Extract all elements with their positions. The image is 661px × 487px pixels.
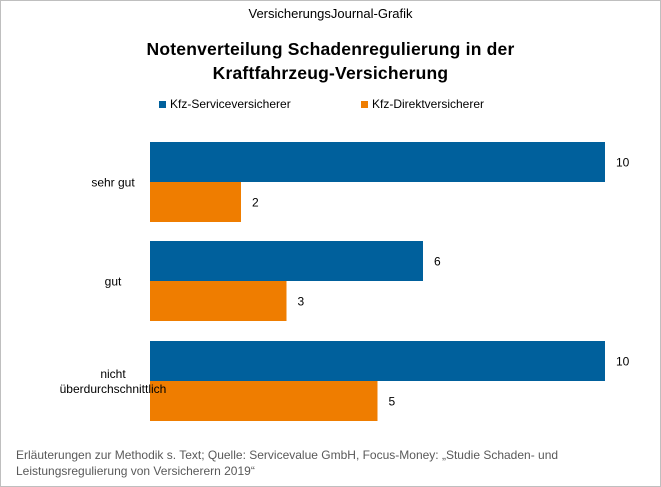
footnote-line-2: Leistungsregulierung von Versicherern 20… xyxy=(16,464,255,478)
bar-serviceversicherer-2 xyxy=(150,341,605,381)
chart-legend: Kfz-Serviceversicherer Kfz-Direktversich… xyxy=(1,96,660,112)
chart-title-line-2: Kraftfahrzeug-Versicherung xyxy=(212,63,449,83)
bar-direktversicherer-2 xyxy=(150,381,378,421)
data-label-serviceversicherer-1: 6 xyxy=(434,255,441,269)
data-label-direktversicherer-1: 3 xyxy=(298,295,305,309)
legend-swatch-serviceversicherer xyxy=(159,100,166,108)
source-line: VersicherungsJournal-Grafik xyxy=(248,6,413,21)
footnote: Erläuterungen zur Methodik s. Text; Quel… xyxy=(16,447,646,479)
legend-item-serviceversicherer: Kfz-Serviceversicherer xyxy=(159,96,291,112)
chart-title-line-1: Notenverteilung Schadenregulierung in de… xyxy=(146,39,515,59)
bar-chart: 10 2 sehr gut 6 3 gut 10 5 nichtüberdurchschnitt… xyxy=(60,142,630,421)
bar-direktversicherer-1 xyxy=(150,281,287,321)
legend-label-serviceversicherer: Kfz-Serviceversicherer xyxy=(170,97,291,111)
bar-serviceversicherer-1 xyxy=(150,241,423,281)
category-label-2-0: nicht xyxy=(100,367,126,381)
bar-serviceversicherer-0 xyxy=(150,142,605,182)
legend-label-direktversicherer: Kfz-Direktversicherer xyxy=(372,97,485,111)
data-label-serviceversicherer-2: 10 xyxy=(616,355,630,369)
footnote-line-1: Erläuterungen zur Methodik s. Text; Quel… xyxy=(16,448,559,462)
data-label-direktversicherer-0: 2 xyxy=(252,196,259,210)
chart-title: Notenverteilung Schadenregulierung in de… xyxy=(1,37,660,85)
category-label-2-1: überdurchschnittlich xyxy=(60,382,167,396)
category-label-0: sehr gut xyxy=(91,176,135,190)
bar-direktversicherer-0 xyxy=(150,182,241,222)
data-label-serviceversicherer-0: 10 xyxy=(616,156,630,170)
category-label-1: gut xyxy=(105,275,122,289)
data-label-direktversicherer-2: 5 xyxy=(389,395,396,409)
legend-swatch-direktversicherer xyxy=(361,100,368,108)
legend-item-direktversicherer: Kfz-Direktversicherer xyxy=(361,96,484,112)
